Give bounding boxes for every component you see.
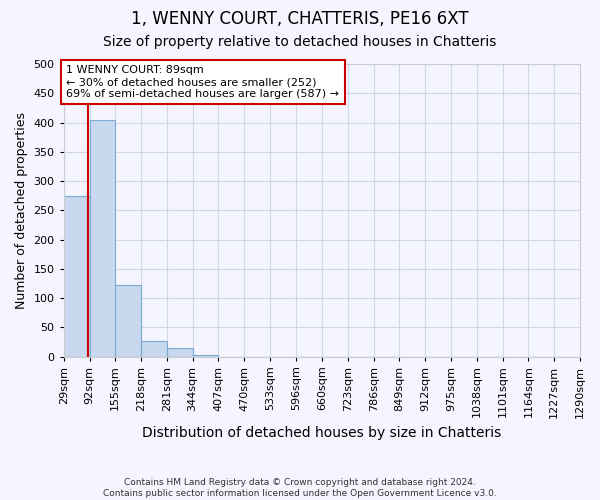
Text: 1 WENNY COURT: 89sqm
← 30% of detached houses are smaller (252)
69% of semi-deta: 1 WENNY COURT: 89sqm ← 30% of detached h… — [66, 66, 339, 98]
Text: 1, WENNY COURT, CHATTERIS, PE16 6XT: 1, WENNY COURT, CHATTERIS, PE16 6XT — [131, 10, 469, 28]
Bar — [115, 285, 141, 356]
Text: Size of property relative to detached houses in Chatteris: Size of property relative to detached ho… — [103, 35, 497, 49]
Bar — [89, 120, 115, 356]
Bar — [64, 196, 89, 356]
Bar — [141, 340, 167, 356]
Text: Contains HM Land Registry data © Crown copyright and database right 2024.
Contai: Contains HM Land Registry data © Crown c… — [103, 478, 497, 498]
X-axis label: Distribution of detached houses by size in Chatteris: Distribution of detached houses by size … — [142, 426, 502, 440]
Y-axis label: Number of detached properties: Number of detached properties — [15, 112, 28, 309]
Bar — [167, 348, 193, 356]
